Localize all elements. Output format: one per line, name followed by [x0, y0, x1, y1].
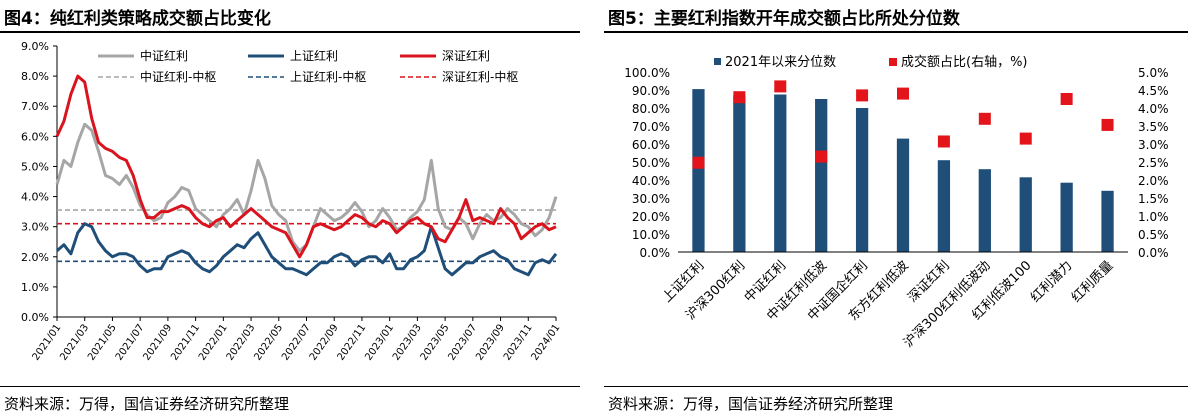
y2-tick-label: 2.5% — [1138, 156, 1169, 170]
bar-chart: 0.0% 10.0% 20.0% 30.0% 40.0% 50.0% 60.0% 70.0% 8… — [624, 54, 1169, 351]
y2-tick-label: 3.0% — [1138, 138, 1169, 152]
figure-5-source: 资料来源：万得，国信证券经济研究所整理 — [608, 395, 894, 413]
y2-tick-label: 2.0% — [1138, 174, 1169, 188]
y2-tick-label: 0.5% — [1138, 228, 1169, 242]
y-tick-label: 5.0% — [21, 160, 49, 173]
y-tick-label: 9.0% — [21, 40, 49, 53]
y-tick-label: 20.0% — [632, 210, 670, 224]
y-tick-label: 0.0% — [640, 246, 671, 260]
legend-label: 上证红利 — [290, 48, 338, 63]
y-tick-label: 50.0% — [632, 156, 670, 170]
y2-tick-label: 0.0% — [1138, 246, 1169, 260]
marker-point — [774, 80, 787, 93]
legend-swatch-bar — [714, 58, 721, 65]
marker-point — [897, 87, 909, 100]
y-tick-label: 0.0% — [21, 311, 49, 324]
marker-point — [937, 135, 950, 148]
y-tick-label: 40.0% — [632, 174, 670, 188]
legend-label: 深证红利-中枢 — [442, 69, 518, 84]
y2-tick-label: 1.0% — [1138, 210, 1169, 224]
category-label: 红利质量 — [1068, 258, 1116, 306]
y-tick-label: 6.0% — [21, 130, 49, 143]
y2-tick-label: 4.5% — [1138, 84, 1169, 98]
bar — [692, 89, 705, 252]
marker-point — [692, 156, 705, 169]
source-rule — [604, 386, 1188, 387]
y-tick-label: 90.0% — [632, 84, 670, 98]
marker-point — [1060, 93, 1073, 105]
category-label: 红利潜力 — [1027, 258, 1075, 306]
title-rule — [604, 31, 1188, 33]
series-line-shangzheng — [56, 222, 558, 277]
marker-point — [733, 91, 746, 104]
y-tick-label: 10.0% — [632, 228, 670, 242]
y-tick-label: 7.0% — [21, 100, 49, 113]
y2-tick-label: 4.0% — [1138, 102, 1169, 116]
bar — [978, 169, 991, 252]
bar — [1019, 177, 1032, 252]
figure-4-panel: 图4：纯红利类策略成交额占比变化 0.0% 1.0% 2.0% 3.0% 4.0% 5.0… — [0, 0, 580, 419]
bar — [815, 99, 828, 252]
legend-swatch-marker — [889, 58, 897, 66]
marker-point — [815, 150, 828, 163]
bar — [1060, 182, 1073, 252]
y2-tick-label: 5.0% — [1138, 66, 1169, 80]
line-chart: 0.0% 1.0% 2.0% 3.0% 4.0% 5.0% 6.0% 7.0% 8.0% 9.0%… — [21, 40, 563, 363]
y-tick-label: 8.0% — [21, 70, 49, 83]
legend-label: 中证红利 — [140, 48, 188, 63]
y-tick-label: 2.0% — [21, 251, 49, 264]
figure-4-source: 资料来源：万得，国信证券经济研究所整理 — [4, 395, 290, 413]
y-tick-label: 4.0% — [21, 191, 49, 204]
legend-label: 深证红利 — [442, 48, 490, 63]
legend-label: 成交额占比(右轴，%) — [901, 54, 1028, 70]
title-rule — [0, 31, 580, 33]
bar — [774, 94, 787, 252]
y-tick-label: 30.0% — [632, 192, 670, 206]
legend-label: 2021年以来分位数 — [725, 55, 836, 70]
bar — [1101, 190, 1114, 252]
source-rule — [0, 386, 580, 387]
legend-label: 上证红利-中枢 — [290, 69, 366, 84]
bar — [855, 108, 869, 252]
figure-4-title: 图4：纯红利类策略成交额占比变化 — [4, 9, 271, 29]
marker-point — [1019, 132, 1032, 145]
series-line-zhongzheng — [55, 122, 558, 253]
figure-5-panel: 图5：主要红利指数开年成交额占比所处分位数 0.0% 10.0% 20.0% 30.0… — [604, 0, 1188, 419]
y-tick-label: 80.0% — [632, 102, 670, 116]
series-line-shenzheng — [55, 74, 557, 259]
y-tick-label: 3.0% — [21, 221, 49, 234]
y-tick-label: 100.0% — [624, 66, 670, 80]
marker-point — [978, 112, 991, 125]
bar — [733, 95, 746, 253]
y2-tick-label: 1.5% — [1138, 192, 1169, 206]
marker-point — [856, 89, 869, 102]
y-tick-label: 70.0% — [632, 120, 670, 134]
figure-5-title: 图5：主要红利指数开年成交额占比所处分位数 — [608, 9, 960, 29]
x-tick-label: 2024/01 — [530, 322, 563, 362]
bar — [937, 160, 951, 252]
y-tick-label: 1.0% — [21, 281, 49, 294]
legend-label: 中证红利-中枢 — [140, 69, 216, 84]
y-tick-label: 60.0% — [632, 138, 670, 152]
y2-tick-label: 3.5% — [1138, 120, 1169, 134]
bar — [896, 138, 910, 252]
marker-point — [1101, 118, 1114, 131]
